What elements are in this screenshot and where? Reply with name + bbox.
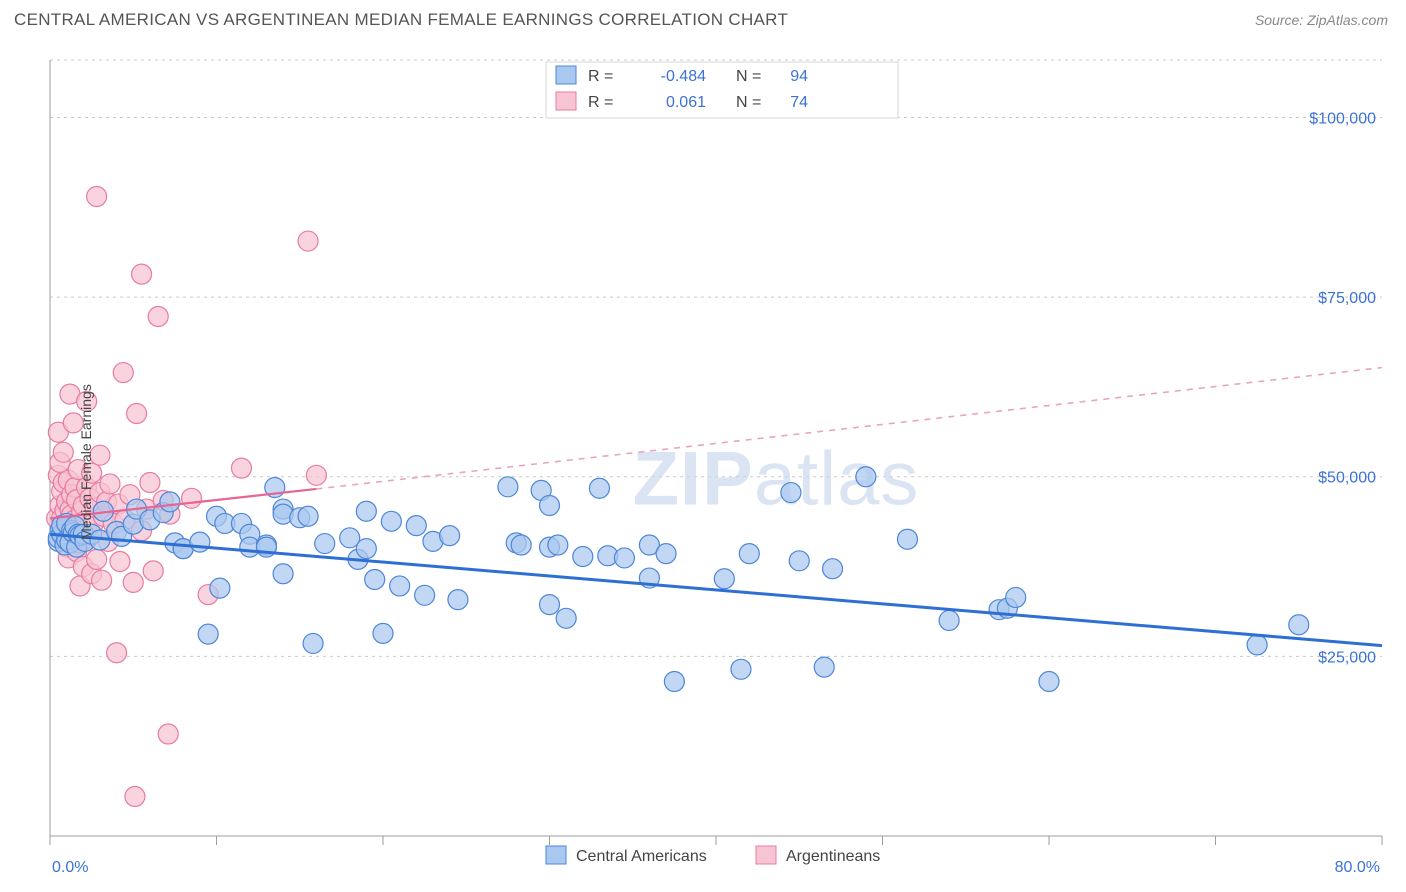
legend-argentineans-swatch <box>556 92 576 110</box>
legend-bottom-label-central-americans: Central Americans <box>576 848 707 865</box>
scatter-point-central-americans <box>573 546 593 566</box>
scatter-point-argentineans <box>140 472 160 492</box>
legend-argentineans-n-value: 74 <box>790 94 808 111</box>
watermark: ZIPatlas <box>633 437 920 522</box>
scatter-point-central-americans <box>198 624 218 644</box>
x-tick-label-right: 80.0% <box>1335 859 1380 876</box>
scatter-point-argentineans <box>107 643 127 663</box>
scatter-point-central-americans <box>781 483 801 503</box>
legend-argentineans-n-label: N = <box>736 94 761 111</box>
scatter-point-central-americans <box>415 585 435 605</box>
scatter-point-central-americans <box>548 535 568 555</box>
scatter-point-central-americans <box>356 501 376 521</box>
scatter-point-central-americans <box>373 623 393 643</box>
scatter-point-central-americans <box>365 569 385 589</box>
scatter-point-central-americans <box>856 467 876 487</box>
scatter-point-argentineans <box>298 231 318 251</box>
scatter-point-central-americans <box>739 544 759 564</box>
scatter-point-central-americans <box>714 569 734 589</box>
scatter-point-central-americans <box>273 564 293 584</box>
scatter-point-argentineans <box>87 187 107 207</box>
y-axis-label: Median Female Earnings <box>78 384 94 540</box>
x-tick-label-left: 0.0% <box>52 859 88 876</box>
scatter-point-argentineans <box>132 264 152 284</box>
y-tick-label: $50,000 <box>1318 470 1376 487</box>
scatter-point-central-americans <box>448 590 468 610</box>
scatter-point-central-americans <box>406 516 426 536</box>
scatter-point-argentineans <box>125 786 145 806</box>
scatter-point-central-americans <box>511 535 531 555</box>
scatter-point-argentineans <box>158 724 178 744</box>
legend-bottom-label-argentineans: Argentineans <box>786 848 880 865</box>
scatter-point-central-americans <box>190 532 210 552</box>
legend-central-americans-n-value: 94 <box>790 68 808 85</box>
scatter-point-central-americans <box>589 478 609 498</box>
scatter-point-central-americans <box>823 559 843 579</box>
scatter-point-central-americans <box>540 495 560 515</box>
trendline-central-americans <box>50 534 1382 645</box>
scatter-point-central-americans <box>731 659 751 679</box>
scatter-point-argentineans <box>143 561 163 581</box>
scatter-point-argentineans <box>306 465 326 485</box>
y-tick-label: $100,000 <box>1309 110 1376 127</box>
chart-title: CENTRAL AMERICAN VS ARGENTINEAN MEDIAN F… <box>14 10 788 30</box>
chart-source: Source: ZipAtlas.com <box>1255 12 1388 28</box>
scatter-point-central-americans <box>814 657 834 677</box>
legend-bottom-swatch-central-americans <box>546 846 566 864</box>
scatter-point-argentineans <box>53 442 73 462</box>
scatter-point-central-americans <box>1289 615 1309 635</box>
scatter-point-central-americans <box>303 633 323 653</box>
scatter-point-central-americans <box>664 672 684 692</box>
scatter-point-central-americans <box>381 511 401 531</box>
correlation-scatter-chart: $25,000 $50,000 $75,000 $100,000 0.0% 80.0% ZI… <box>14 44 1392 880</box>
scatter-point-central-americans <box>1039 672 1059 692</box>
y-tick-label: $25,000 <box>1318 649 1376 666</box>
legend-argentineans-r-value: 0.061 <box>666 94 706 111</box>
scatter-point-argentineans <box>231 458 251 478</box>
legend-central-americans-r-value: -0.484 <box>661 68 706 85</box>
scatter-point-argentineans <box>110 552 130 572</box>
scatter-point-central-americans <box>390 576 410 596</box>
legend-central-americans-swatch <box>556 66 576 84</box>
chart-header: CENTRAL AMERICAN VS ARGENTINEAN MEDIAN F… <box>0 0 1406 36</box>
legend-argentineans-r-label: R = <box>588 94 613 111</box>
scatter-point-argentineans <box>100 474 120 494</box>
scatter-point-central-americans <box>160 492 180 512</box>
scatter-point-central-americans <box>556 608 576 628</box>
scatter-point-central-americans <box>656 544 676 564</box>
scatter-point-central-americans <box>1006 587 1026 607</box>
scatter-point-argentineans <box>113 363 133 383</box>
scatter-point-central-americans <box>789 551 809 571</box>
scatter-point-central-americans <box>440 526 460 546</box>
scatter-point-argentineans <box>123 572 143 592</box>
scatter-point-central-americans <box>210 578 230 598</box>
scatter-point-argentineans <box>127 404 147 424</box>
legend-bottom-swatch-argentineans <box>756 846 776 864</box>
scatter-point-central-americans <box>540 595 560 615</box>
scatter-point-central-americans <box>939 610 959 630</box>
scatter-point-argentineans <box>87 549 107 569</box>
chart-area: Median Female Earnings $25,000 $50,000 $75… <box>14 44 1392 880</box>
y-tick-label: $75,000 <box>1318 290 1376 307</box>
scatter-point-central-americans <box>298 506 318 526</box>
legend-central-americans-n-label: N = <box>736 68 761 85</box>
legend-central-americans-r-label: R = <box>588 68 613 85</box>
scatter-point-central-americans <box>315 534 335 554</box>
scatter-point-argentineans <box>92 570 112 590</box>
scatter-point-central-americans <box>1247 635 1267 655</box>
source-name: ZipAtlas.com <box>1307 12 1388 28</box>
scatter-point-central-americans <box>897 529 917 549</box>
scatter-point-central-americans <box>498 477 518 497</box>
source-prefix: Source: <box>1255 12 1307 28</box>
scatter-point-argentineans <box>148 307 168 327</box>
scatter-point-central-americans <box>614 548 634 568</box>
scatter-point-central-americans <box>356 539 376 559</box>
scatter-point-argentineans <box>182 488 202 508</box>
